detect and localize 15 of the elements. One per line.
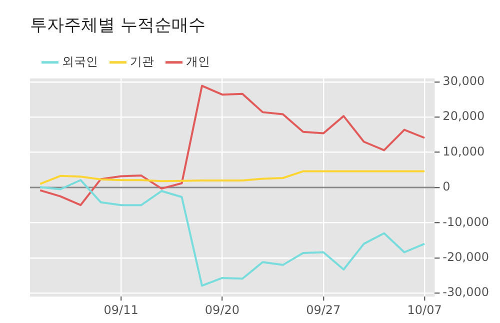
legend-label: 기관: [130, 54, 154, 69]
legend-label: 개인: [186, 54, 210, 69]
x-tick-label: 09/11: [104, 302, 138, 317]
y-tick-label: 20,000: [442, 109, 485, 124]
y-tick-label: 0: [442, 180, 450, 194]
x-tick-label: 09/20: [204, 302, 240, 317]
y-tick-label: 10,000: [442, 144, 485, 158]
x-tick-label: 09/27: [306, 302, 341, 317]
legend-label: 외국인: [62, 54, 98, 69]
y-tick-label: -30,000: [442, 285, 490, 300]
y-tick-label: -20,000: [442, 250, 490, 264]
y-tick-label: -10,000: [442, 214, 490, 229]
x-tick-label: 10/07: [407, 302, 442, 317]
y-tick-label: 30,000: [442, 74, 485, 88]
chart-title: 투자주체별 누적순매수: [30, 16, 206, 36]
